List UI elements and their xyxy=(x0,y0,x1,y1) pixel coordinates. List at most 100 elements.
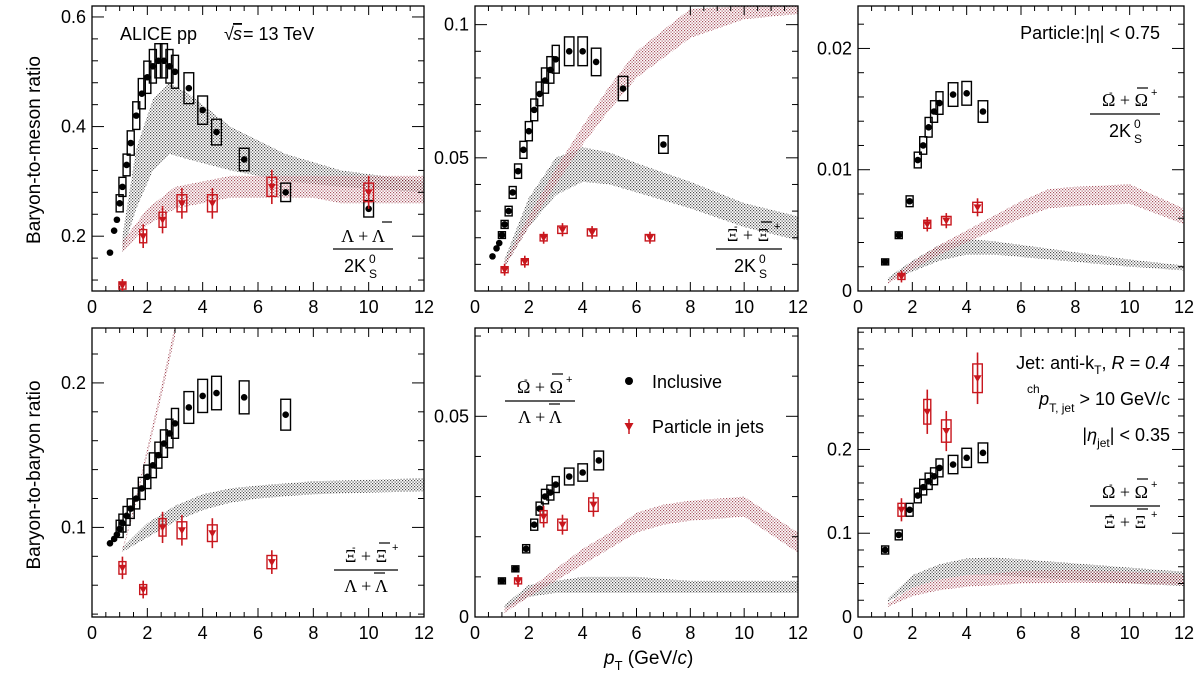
point-inclusive xyxy=(513,163,523,180)
marker-circle xyxy=(123,161,130,169)
syst-box xyxy=(183,72,195,105)
marker-triangle xyxy=(942,428,951,436)
point-inclusive xyxy=(493,245,500,252)
marker-circle xyxy=(495,239,503,247)
marker-circle xyxy=(282,411,289,419)
point-inclusive xyxy=(524,120,534,142)
point-jets xyxy=(588,492,599,517)
point-inclusive xyxy=(530,98,539,122)
syst-box xyxy=(118,176,127,198)
point-inclusive xyxy=(947,82,959,108)
point-inclusive xyxy=(508,185,517,200)
marker-triangle xyxy=(973,375,982,383)
x-tick-label: 0 xyxy=(853,623,863,643)
svg-text:2K: 2K xyxy=(344,256,366,276)
marker-triangle xyxy=(897,506,906,514)
marker-circle xyxy=(579,469,586,476)
data-marks xyxy=(106,43,375,291)
point-inclusive xyxy=(170,407,180,439)
data-marks xyxy=(106,375,292,599)
legend-item-inclusive: Inclusive xyxy=(625,372,722,392)
marker-triangle xyxy=(558,226,567,234)
point-inclusive xyxy=(977,442,989,464)
syst-box xyxy=(170,54,180,89)
point-inclusive xyxy=(977,100,989,123)
point-inclusive xyxy=(118,176,127,198)
marker-circle xyxy=(106,540,114,547)
marker-circle xyxy=(881,546,889,554)
svg-text:-: - xyxy=(524,374,528,386)
marker-triangle xyxy=(520,258,529,266)
panel-omega-lambda: 0 2 4 6 8 10 12 0 0.05 xyxy=(434,327,808,643)
svg-text:0: 0 xyxy=(369,252,376,266)
syst-box xyxy=(913,151,922,169)
marker-circle xyxy=(113,531,121,538)
marker-triangle xyxy=(973,204,982,212)
syst-box xyxy=(497,231,507,240)
point-jets xyxy=(586,226,598,239)
syst-box xyxy=(508,185,517,200)
x-tick-label: 12 xyxy=(414,623,434,643)
marker-circle xyxy=(949,461,957,468)
svg-text:Ξ + Ξ: Ξ + Ξ xyxy=(1104,512,1146,532)
svg-text:+: + xyxy=(1151,509,1157,521)
syst-box xyxy=(148,48,158,84)
panel-xi-lambda: 0 2 4 6 8 10 12 0.1 0.2 xyxy=(61,327,434,643)
jet-info-label: Jet: anti-kT, R = 0.4 pT, jet > 10 GeV/c… xyxy=(1016,353,1170,450)
y-tick-label: 0.2 xyxy=(827,439,852,459)
syst-box xyxy=(563,467,575,486)
marker-triangle xyxy=(923,221,932,229)
x-tick-label: 2 xyxy=(142,297,152,317)
point-jets xyxy=(158,206,167,234)
marker-circle xyxy=(493,245,500,252)
svg-text:-: - xyxy=(1109,479,1113,491)
syst-box xyxy=(924,472,933,491)
svg-text:-: - xyxy=(1109,509,1113,521)
y-tick-label: 0.01 xyxy=(817,160,852,180)
model-band-jets xyxy=(122,328,175,552)
point-inclusive xyxy=(551,475,560,494)
svg-text:0: 0 xyxy=(1134,117,1141,131)
point-inclusive xyxy=(511,565,520,573)
marker-circle xyxy=(498,577,506,585)
point-jets xyxy=(897,270,906,283)
point-inclusive xyxy=(106,540,114,547)
syst-box xyxy=(577,36,589,67)
syst-box xyxy=(115,194,124,213)
x-tick-label: 0 xyxy=(853,297,863,317)
syst-box xyxy=(530,98,539,122)
point-inclusive xyxy=(530,518,539,531)
svg-text:pT, jet > 10 GeV/c: pT, jet > 10 GeV/c xyxy=(1038,389,1170,415)
x-tick-label: 8 xyxy=(685,623,695,643)
syst-box xyxy=(148,452,158,479)
syst-box xyxy=(500,219,509,230)
syst-box xyxy=(563,36,575,67)
syst-box xyxy=(593,450,605,471)
svg-text:-: - xyxy=(352,542,356,554)
marker-circle xyxy=(498,231,506,239)
model-band-jets xyxy=(122,175,424,253)
svg-text:ALICE pp: ALICE pp xyxy=(120,24,197,44)
syst-box xyxy=(159,429,169,458)
marker-triangle xyxy=(158,524,167,532)
syst-box xyxy=(280,182,292,203)
svg-text:Ξ + Ξ: Ξ + Ξ xyxy=(727,225,769,245)
marker-circle xyxy=(514,167,522,175)
marker-circle xyxy=(565,473,573,480)
syst-box xyxy=(880,545,890,555)
marker-circle xyxy=(936,464,943,472)
x-tick-label: 4 xyxy=(962,623,972,643)
svg-text:Ξ + Ξ: Ξ + Ξ xyxy=(345,546,387,566)
x-tick-label: 12 xyxy=(414,297,434,317)
point-jets xyxy=(118,279,127,291)
syst-box xyxy=(165,418,174,449)
point-inclusive xyxy=(183,72,195,105)
svg-text:= 13 TeV: = 13 TeV xyxy=(243,24,314,44)
marker-circle xyxy=(213,128,220,136)
x-tick-label: 6 xyxy=(631,297,641,317)
marker-circle xyxy=(119,183,126,191)
y-tick-label: 0.1 xyxy=(444,15,469,35)
y-tick-label: 0 xyxy=(842,281,852,301)
point-inclusive xyxy=(489,253,496,260)
